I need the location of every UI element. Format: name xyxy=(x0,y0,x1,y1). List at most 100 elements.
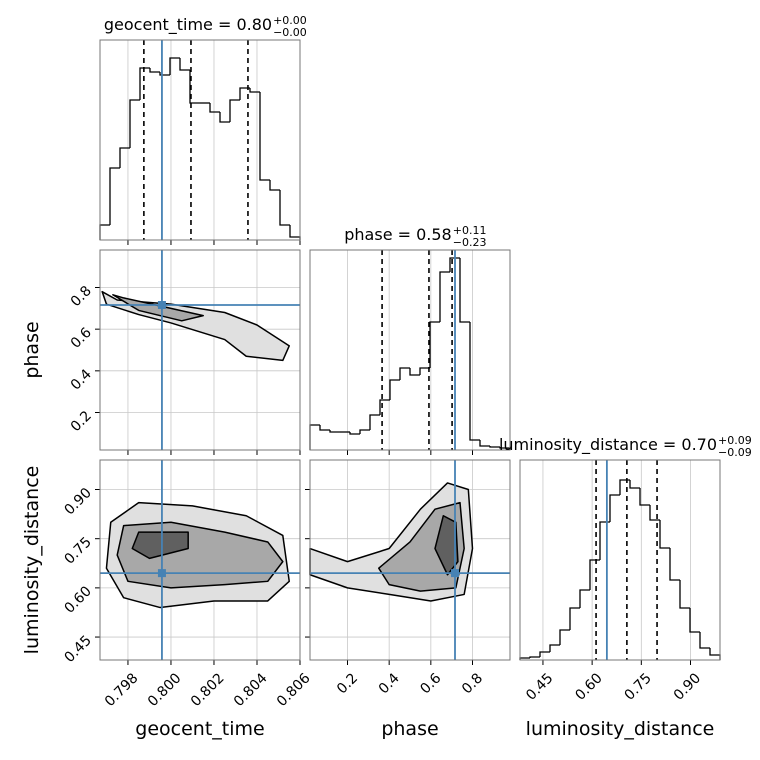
histogram-step xyxy=(239,87,250,100)
panel-title: luminosity_distance = 0.70 xyxy=(499,435,717,455)
x-tick-label: 0.804 xyxy=(231,670,271,710)
x-tick-label: 0.4 xyxy=(376,670,403,697)
histogram-step xyxy=(439,271,450,322)
histogram-step xyxy=(569,607,580,630)
axes-frame xyxy=(309,249,511,451)
histogram-step xyxy=(109,167,120,225)
x-tick-label: 0.2 xyxy=(334,670,361,697)
histogram-step xyxy=(469,322,480,441)
y-tick-label: 0.8 xyxy=(68,283,95,310)
histogram-step xyxy=(139,67,150,100)
histogram-step xyxy=(689,608,700,633)
histogram-step xyxy=(659,520,670,549)
truth-marker xyxy=(157,569,166,578)
histogram-step xyxy=(489,446,500,448)
histogram-step xyxy=(419,367,430,375)
histogram-step xyxy=(459,258,470,323)
histogram-step xyxy=(629,480,640,489)
histogram-step xyxy=(599,521,610,560)
histogram-step xyxy=(579,589,590,608)
histogram-step xyxy=(619,479,630,495)
x-axis-label: geocent_time xyxy=(135,718,264,740)
title-upper: +0.11 xyxy=(453,224,487,237)
histogram-step xyxy=(609,494,620,522)
histogram-step xyxy=(189,70,200,104)
histogram-step xyxy=(279,190,290,226)
x-axis-label: luminosity_distance xyxy=(526,718,715,740)
histogram-step xyxy=(179,58,190,71)
truth-marker xyxy=(157,301,166,309)
histogram-step xyxy=(229,99,240,122)
histogram-step xyxy=(409,368,420,376)
axes-frame xyxy=(519,459,721,661)
histogram-step xyxy=(589,559,600,590)
histogram-step xyxy=(119,147,130,168)
x-tick-label: 0.45 xyxy=(523,670,556,703)
contour xyxy=(131,531,189,560)
y-tick-label: 0.90 xyxy=(61,485,94,518)
x-axis-label: phase xyxy=(381,718,438,740)
axes-frame xyxy=(99,249,301,451)
histogram-step xyxy=(559,629,570,645)
histogram-step xyxy=(709,648,721,660)
histogram-step xyxy=(389,379,400,400)
histogram-step xyxy=(249,88,260,93)
x-tick-label: 0.90 xyxy=(671,670,704,703)
histogram-step xyxy=(379,399,390,415)
histogram-step xyxy=(149,68,160,73)
histogram-step xyxy=(159,72,170,76)
histogram-step xyxy=(529,656,540,658)
x-tick-label: 0.806 xyxy=(274,670,314,710)
histogram-step xyxy=(319,425,330,431)
axes-frame xyxy=(99,39,301,241)
histogram-step xyxy=(479,440,490,447)
title-upper: +0.09 xyxy=(718,434,752,447)
histogram-step xyxy=(219,112,230,123)
contour xyxy=(434,514,459,576)
y-tick-label: 0.60 xyxy=(61,583,94,616)
histogram-step xyxy=(129,99,140,148)
histogram-step xyxy=(329,430,340,433)
histogram-step xyxy=(209,103,220,113)
histogram-step xyxy=(399,367,410,380)
x-tick-label: 0.60 xyxy=(572,670,605,703)
histogram-step xyxy=(699,632,710,649)
title-lower: −0.00 xyxy=(273,26,307,39)
x-tick-label: 0.798 xyxy=(102,670,142,710)
x-tick-label: 0.802 xyxy=(188,670,228,710)
axes-frame xyxy=(309,459,511,661)
y-axis-label: phase xyxy=(21,321,43,378)
histogram-step xyxy=(669,548,680,581)
y-tick-label: 0.75 xyxy=(61,534,94,567)
panel-title: phase = 0.58 xyxy=(344,225,451,244)
histogram-step xyxy=(449,257,460,272)
histogram-step xyxy=(99,224,110,240)
histogram-step xyxy=(289,225,301,240)
x-tick-label: 0.75 xyxy=(622,670,655,703)
y-tick-label: 0.4 xyxy=(68,366,95,393)
y-tick-label: 0.6 xyxy=(68,325,95,352)
histogram-step xyxy=(539,651,550,657)
histogram-step xyxy=(369,414,380,430)
x-tick-label: 0.6 xyxy=(417,670,444,697)
histogram-step xyxy=(169,57,180,75)
histogram-step xyxy=(349,432,360,435)
y-tick-label: 0.2 xyxy=(68,408,95,435)
histogram-step xyxy=(269,180,280,191)
y-tick-label: 0.45 xyxy=(61,633,94,666)
axes-frame xyxy=(99,459,301,661)
title-lower: −0.09 xyxy=(718,446,752,459)
y-axis-label: luminosity_distance xyxy=(21,466,43,655)
panel-title: geocent_time = 0.80 xyxy=(104,15,272,35)
x-tick-label: 0.800 xyxy=(145,670,185,710)
truth-marker xyxy=(451,569,459,578)
histogram-step xyxy=(639,488,650,506)
histogram-step xyxy=(259,92,270,181)
histogram-step xyxy=(649,505,660,521)
histogram-step xyxy=(429,321,440,368)
histogram-step xyxy=(549,644,560,652)
title-upper: +0.00 xyxy=(273,14,307,27)
histogram-step xyxy=(679,580,690,609)
